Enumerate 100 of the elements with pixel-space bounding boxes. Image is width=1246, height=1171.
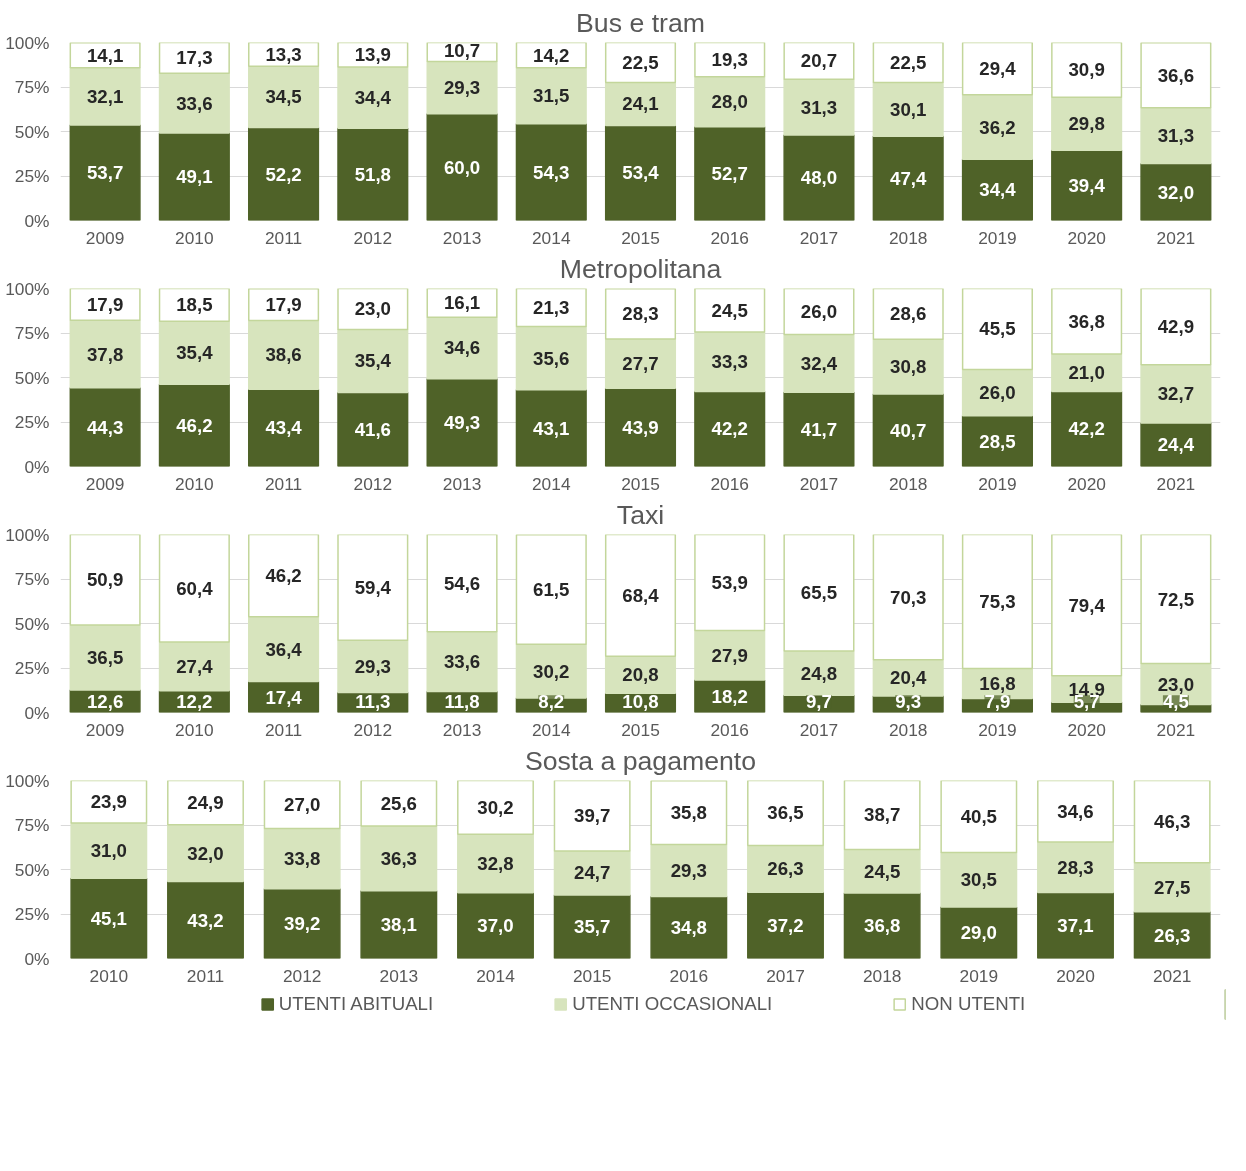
- data-label: 20,4: [890, 667, 927, 689]
- legend-label: NON UTENTI: [911, 993, 1026, 1015]
- data-label: 10,8: [622, 691, 659, 713]
- data-label: 32,0: [1157, 181, 1195, 203]
- x-tick-label: 2019: [978, 227, 1017, 248]
- data-label: 12,2: [176, 691, 213, 713]
- data-label: 13,3: [265, 43, 302, 65]
- data-label: 24,1: [622, 93, 659, 115]
- x-tick-label: 2016: [710, 473, 750, 494]
- chart-title: Sosta a pagamento: [524, 745, 757, 776]
- data-label: 43,9: [622, 416, 659, 438]
- y-tick-label: 0%: [24, 702, 50, 723]
- data-label: 32,0: [187, 842, 224, 864]
- x-tick-label: 2017: [766, 965, 805, 986]
- y-tick-label: 25%: [14, 412, 50, 432]
- y-tick-label: 75%: [14, 77, 50, 97]
- y-tick-label: 50%: [14, 121, 50, 142]
- data-label: 75,3: [979, 591, 1016, 613]
- data-label: 72,5: [1157, 588, 1195, 610]
- data-label: 27,5: [1154, 876, 1191, 898]
- data-label: 35,6: [533, 347, 570, 369]
- data-label: 17,9: [265, 294, 302, 316]
- data-label: 60,0: [443, 156, 481, 178]
- data-label: 29,8: [1068, 113, 1105, 135]
- data-label: 24,7: [574, 862, 611, 884]
- data-label: 24,5: [711, 299, 748, 321]
- data-label: 36,6: [1157, 64, 1195, 86]
- data-label: 37,1: [1057, 914, 1094, 936]
- data-label: 47,4: [890, 167, 927, 189]
- x-tick-label: 2009: [85, 227, 125, 248]
- data-label: 43,4: [265, 417, 303, 439]
- x-tick-label: 2009: [85, 719, 125, 740]
- data-label: 53,9: [711, 571, 748, 593]
- data-label: 52,7: [711, 163, 748, 185]
- data-label: 29,3: [670, 859, 707, 881]
- x-tick-label: 2015: [621, 719, 660, 740]
- data-label: 24,5: [864, 860, 901, 882]
- data-label: 16,1: [443, 292, 481, 314]
- data-label: 43,2: [187, 909, 224, 931]
- data-label: 34,4: [354, 87, 392, 109]
- x-tick-label: 2016: [710, 227, 750, 248]
- x-tick-label: 2014: [532, 227, 571, 248]
- data-label: 36,8: [1068, 310, 1105, 332]
- x-tick-label: 2018: [888, 719, 928, 740]
- y-tick-label: 75%: [14, 815, 50, 835]
- data-label: 25,6: [380, 792, 417, 814]
- x-tick-label: 2013: [442, 227, 482, 248]
- chart-title: Taxi: [616, 499, 665, 530]
- data-label: 42,2: [711, 418, 748, 440]
- data-label: 23,0: [354, 298, 391, 320]
- x-tick-label: 2012: [282, 965, 322, 986]
- x-tick-label: 2018: [888, 473, 928, 494]
- x-tick-label: 2016: [669, 965, 709, 986]
- x-tick-label: 2013: [379, 965, 419, 986]
- y-tick-label: 100%: [5, 524, 50, 545]
- data-label: 38,1: [380, 914, 417, 936]
- data-label: 35,4: [354, 350, 392, 372]
- data-label: 50,9: [86, 569, 124, 591]
- data-label: 29,0: [960, 922, 997, 944]
- data-label: 65,5: [800, 582, 838, 604]
- data-label: 43,1: [533, 417, 570, 439]
- data-label: 34,6: [1057, 800, 1094, 822]
- x-tick-label: 2011: [186, 965, 225, 986]
- data-label: 24,4: [1157, 434, 1195, 456]
- data-label: 33,6: [176, 92, 213, 114]
- y-tick-label: 75%: [14, 323, 50, 343]
- data-label: 41,7: [800, 418, 838, 440]
- data-label: 52,2: [265, 163, 302, 185]
- data-label: 33,8: [284, 848, 321, 870]
- data-label: 46,2: [265, 565, 302, 587]
- data-label: 33,6: [443, 651, 481, 673]
- data-label: 54,6: [443, 572, 481, 594]
- data-label: 28,6: [890, 303, 927, 325]
- legend-label: UTENTI OCCASIONALI: [572, 993, 773, 1015]
- data-label: 8,2: [538, 691, 565, 713]
- data-label: 17,3: [176, 47, 213, 69]
- x-tick-label: 2021: [1156, 719, 1196, 740]
- data-label: 28,5: [979, 430, 1016, 452]
- data-label: 23,0: [1157, 673, 1195, 695]
- x-tick-label: 2017: [799, 719, 839, 740]
- data-label: 17,9: [86, 293, 124, 315]
- y-tick-label: 50%: [14, 367, 50, 388]
- data-label: 53,7: [86, 162, 124, 184]
- x-tick-label: 2020: [1056, 965, 1095, 986]
- data-label: 30,9: [1068, 59, 1105, 81]
- data-label: 30,1: [890, 98, 927, 120]
- data-label: 32,4: [800, 352, 838, 374]
- data-label: 42,9: [1157, 316, 1195, 338]
- data-label: 27,9: [711, 644, 748, 666]
- data-label: 21,0: [1068, 362, 1105, 384]
- data-label: 29,3: [443, 77, 481, 99]
- x-tick-label: 2018: [888, 227, 928, 248]
- x-tick-label: 2020: [1067, 227, 1106, 248]
- data-label: 12,6: [86, 690, 124, 712]
- x-tick-label: 2021: [1156, 473, 1196, 494]
- y-tick-label: 0%: [24, 948, 50, 969]
- x-tick-label: 2019: [978, 473, 1017, 494]
- data-label: 36,2: [979, 116, 1016, 138]
- x-tick-label: 2010: [89, 965, 129, 986]
- x-tick-label: 2021: [1156, 227, 1196, 248]
